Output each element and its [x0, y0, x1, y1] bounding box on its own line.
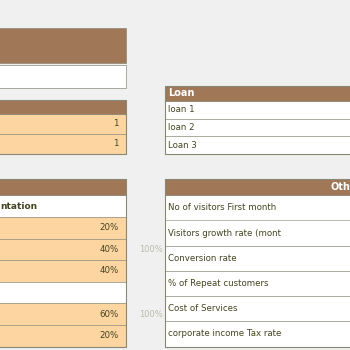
FancyBboxPatch shape	[164, 86, 350, 101]
FancyBboxPatch shape	[0, 325, 126, 346]
Text: Loan: Loan	[168, 88, 194, 98]
Text: 60%: 60%	[100, 310, 119, 318]
Text: 1: 1	[113, 139, 119, 148]
Text: 20%: 20%	[100, 331, 119, 340]
Text: Loan 3: Loan 3	[168, 141, 197, 150]
Text: Othe: Othe	[330, 182, 350, 192]
Text: 40%: 40%	[100, 245, 119, 254]
FancyBboxPatch shape	[164, 101, 350, 119]
FancyBboxPatch shape	[164, 296, 350, 321]
FancyBboxPatch shape	[0, 134, 126, 154]
FancyBboxPatch shape	[0, 260, 126, 282]
FancyBboxPatch shape	[164, 119, 350, 136]
FancyBboxPatch shape	[0, 303, 126, 325]
FancyBboxPatch shape	[164, 271, 350, 296]
Text: 1: 1	[113, 119, 119, 128]
Text: Cost of Services: Cost of Services	[168, 304, 238, 313]
Text: Visitors growth rate (mont: Visitors growth rate (mont	[168, 229, 281, 238]
FancyBboxPatch shape	[164, 136, 350, 154]
Text: loan 2: loan 2	[168, 123, 195, 132]
FancyBboxPatch shape	[164, 195, 350, 220]
Text: No of visitors First month: No of visitors First month	[168, 203, 276, 212]
Text: corporate income Tax rate: corporate income Tax rate	[168, 329, 281, 338]
FancyBboxPatch shape	[164, 321, 350, 346]
Text: 40%: 40%	[100, 266, 119, 275]
Text: loan 1: loan 1	[168, 105, 195, 114]
Text: 100%: 100%	[139, 245, 162, 254]
Text: 100%: 100%	[139, 310, 162, 318]
FancyBboxPatch shape	[0, 282, 126, 303]
Text: % of Repeat customers: % of Repeat customers	[168, 279, 268, 288]
FancyBboxPatch shape	[164, 178, 350, 195]
Text: ntation: ntation	[0, 202, 37, 211]
FancyBboxPatch shape	[164, 246, 350, 271]
FancyBboxPatch shape	[0, 28, 126, 63]
FancyBboxPatch shape	[164, 220, 350, 246]
FancyBboxPatch shape	[0, 178, 126, 195]
FancyBboxPatch shape	[0, 114, 126, 134]
FancyBboxPatch shape	[0, 195, 126, 217]
FancyBboxPatch shape	[0, 65, 126, 88]
Text: 20%: 20%	[100, 223, 119, 232]
FancyBboxPatch shape	[0, 238, 126, 260]
FancyBboxPatch shape	[0, 100, 126, 114]
Text: Conversion rate: Conversion rate	[168, 254, 237, 263]
FancyBboxPatch shape	[0, 217, 126, 238]
